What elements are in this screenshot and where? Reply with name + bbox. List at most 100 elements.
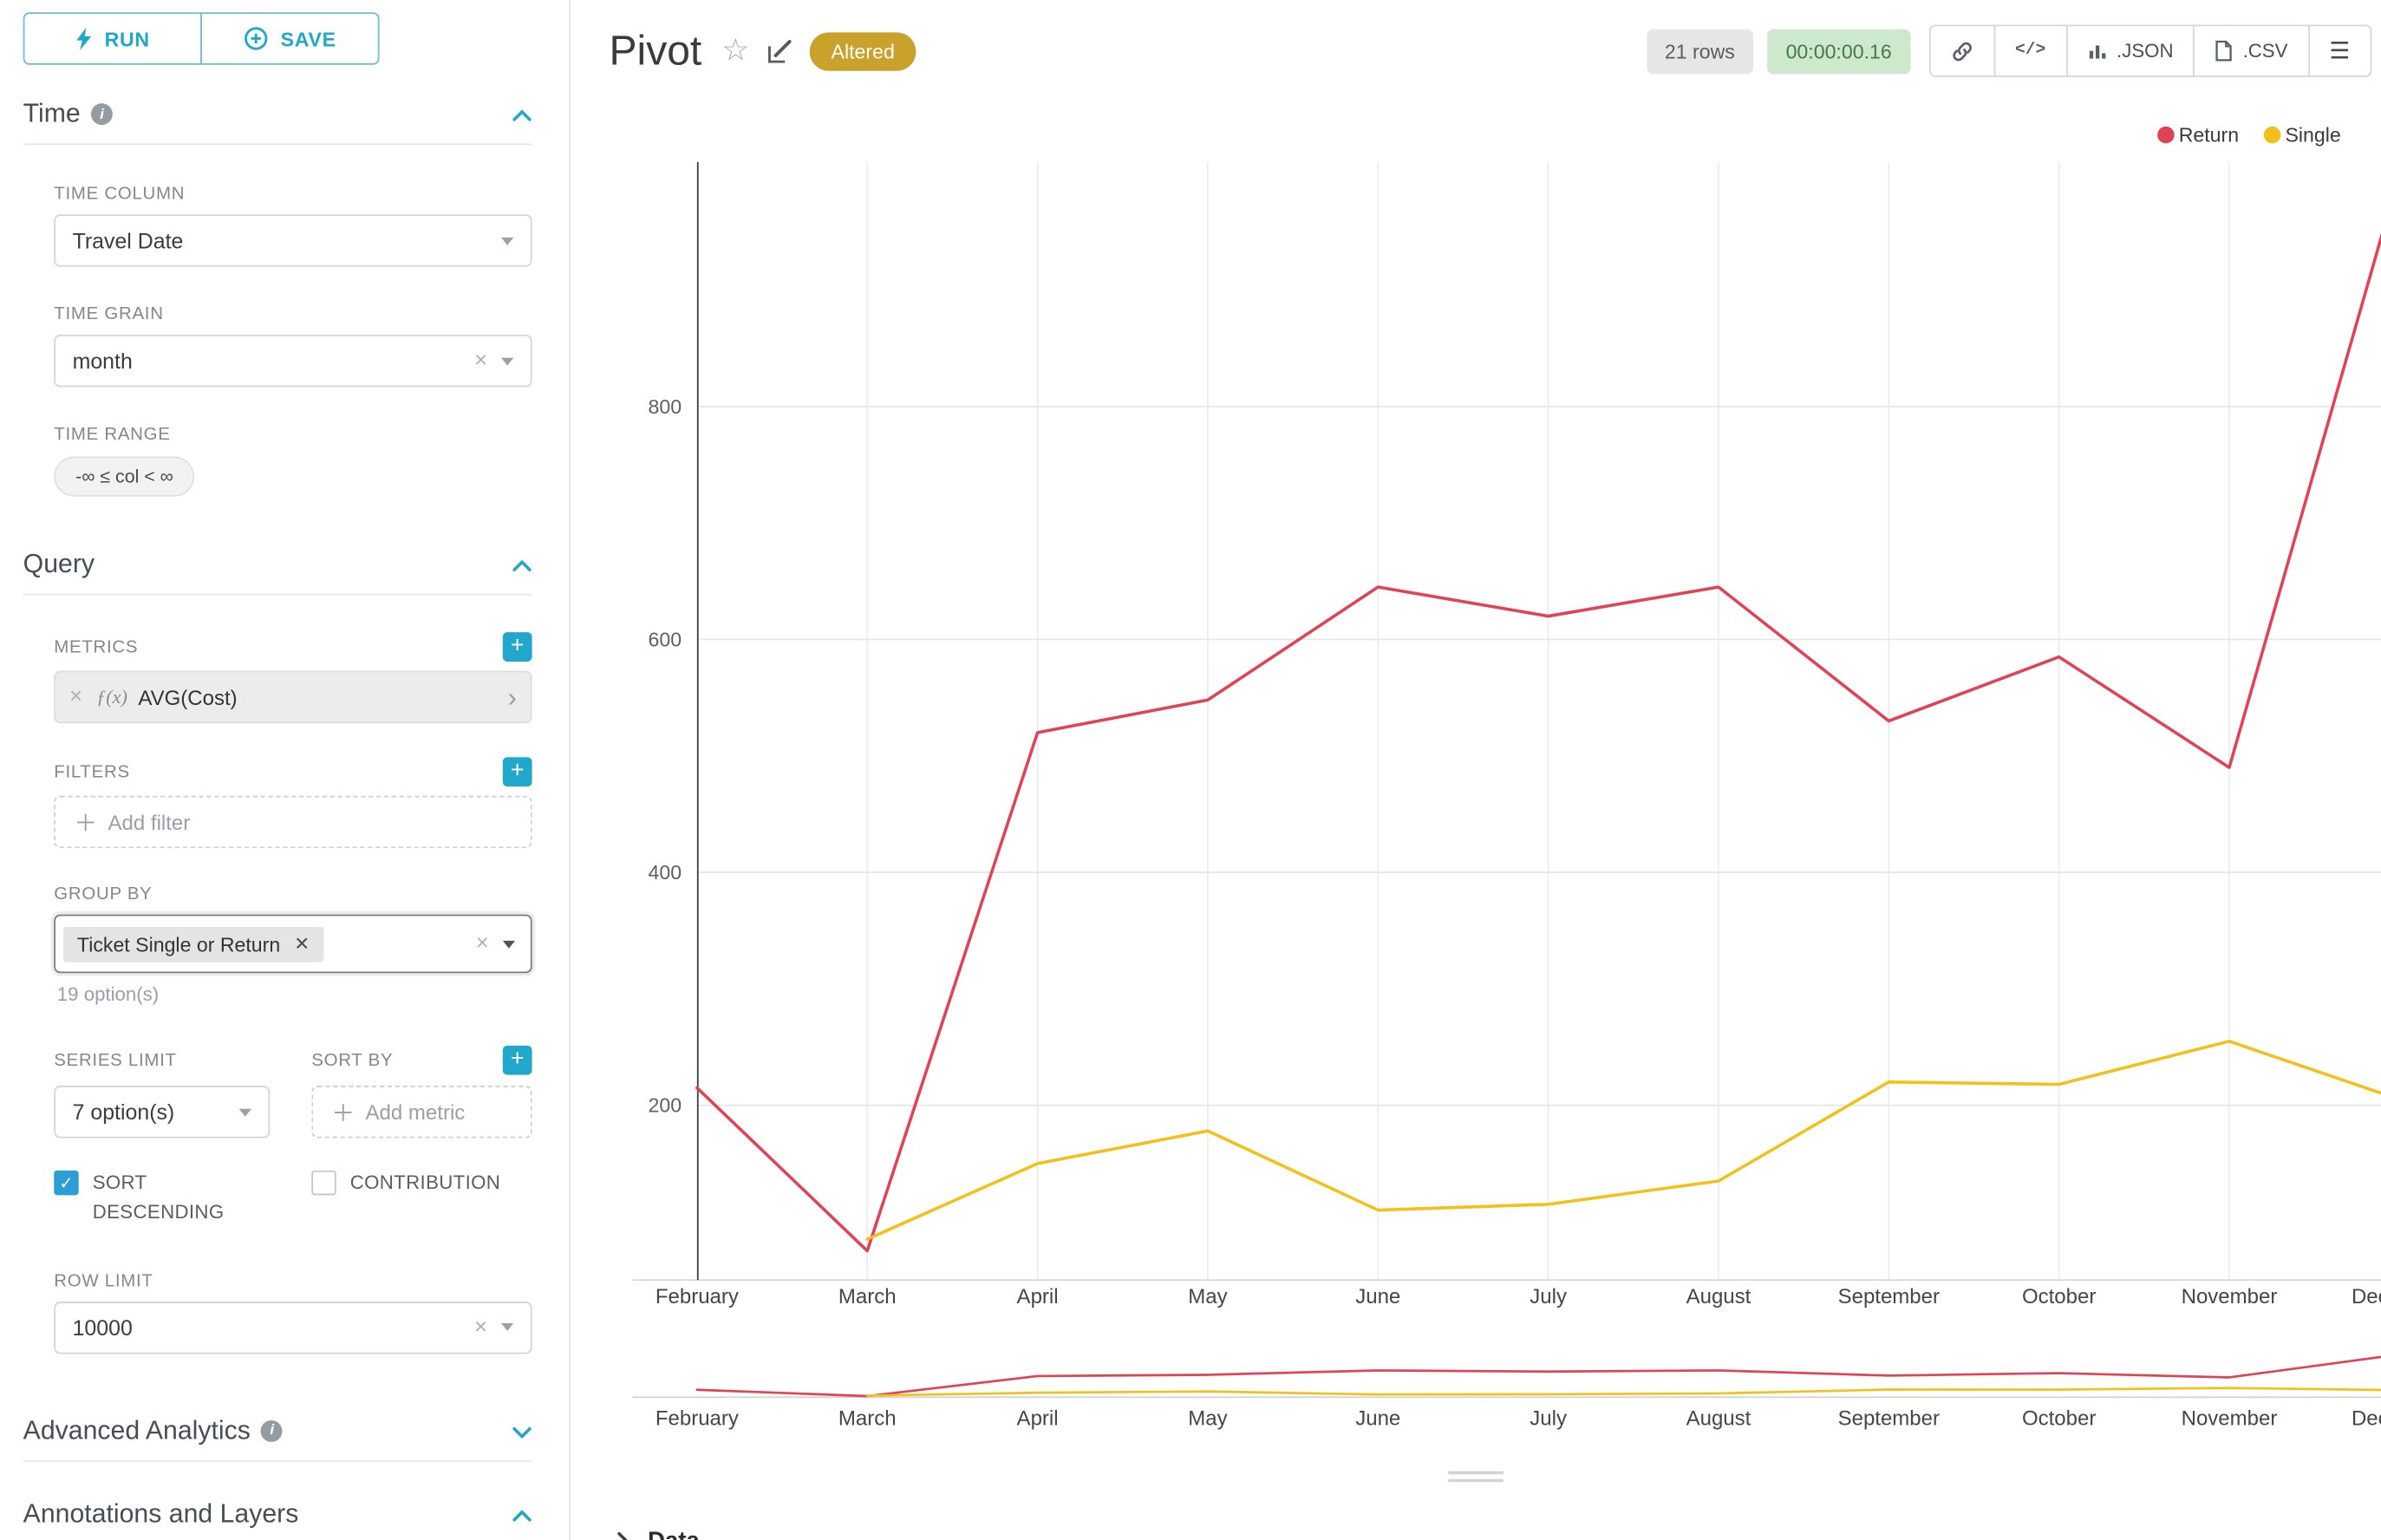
- chevron-up-icon[interactable]: [512, 99, 532, 130]
- query-controls: METRICS + × ƒ(x) AVG(Cost) › FILTERS + ＋…: [23, 632, 532, 1354]
- row-limit-select[interactable]: 10000 ×: [54, 1301, 532, 1354]
- caret-down-icon: [502, 939, 516, 948]
- export-button-group: </> .JSON .CSV ☰: [1928, 24, 2372, 77]
- chevron-right-icon: [617, 1531, 628, 1540]
- legend-item-single[interactable]: Single: [2245, 123, 2341, 147]
- clear-icon[interactable]: ×: [475, 931, 489, 956]
- time-column-label: TIME COLUMN: [54, 185, 186, 204]
- clear-icon[interactable]: ×: [473, 348, 488, 374]
- chart-menu-button[interactable]: ☰: [2307, 24, 2372, 77]
- row-limit-label: ROW LIMIT: [54, 1271, 153, 1291]
- chevron-up-icon[interactable]: [512, 549, 532, 580]
- contribution-label: CONTRIBUTION: [349, 1171, 501, 1194]
- svg-text:October: October: [2022, 1285, 2096, 1308]
- chevron-up-icon[interactable]: [512, 1498, 532, 1530]
- legend-dot: [2156, 126, 2175, 144]
- sort-descending-label: SORT DESCENDING: [92, 1171, 225, 1224]
- time-range-pill[interactable]: -∞ ≤ col < ∞: [54, 456, 195, 497]
- time-grain-select[interactable]: month ×: [54, 334, 532, 388]
- svg-text:November: November: [2182, 1285, 2278, 1308]
- svg-text:April: April: [1017, 1285, 1059, 1308]
- json-label: .JSON: [2117, 40, 2174, 62]
- sort-descending-control: ✓ SORT DESCENDING: [54, 1169, 270, 1229]
- view-query-button[interactable]: </>: [1993, 24, 2068, 77]
- legend-label: Return: [2178, 123, 2240, 147]
- add-metric-button[interactable]: +: [502, 632, 532, 662]
- save-label: SAVE: [280, 27, 336, 50]
- section-query-header: Query: [23, 549, 532, 580]
- sort-descending-checkbox[interactable]: ✓: [54, 1170, 79, 1196]
- section-time-title: Time: [23, 98, 81, 128]
- divider: [23, 593, 532, 596]
- export-csv-button[interactable]: .CSV: [2193, 24, 2310, 77]
- remove-chip-icon[interactable]: ✕: [294, 932, 310, 955]
- group-by-label: GROUP BY: [54, 884, 153, 904]
- add-sort-metric-box[interactable]: ＋ Add metric: [311, 1086, 532, 1139]
- chart-preview-brush[interactable]: February March April May June July August Septe…: [632, 1351, 2381, 1440]
- svg-text:September: September: [1838, 1285, 1940, 1308]
- run-label: RUN: [104, 27, 150, 50]
- code-icon: </>: [2015, 42, 2046, 61]
- svg-text:600: 600: [649, 628, 682, 650]
- series-limit-select[interactable]: 7 option(s): [54, 1086, 271, 1139]
- metrics-label: METRICS: [54, 637, 139, 656]
- add-filter-box[interactable]: ＋ Add filter: [54, 795, 532, 849]
- remove-metric-icon[interactable]: ×: [69, 684, 83, 710]
- divider: [23, 143, 532, 146]
- row-count-badge: 21 rows: [1646, 28, 1754, 74]
- chevron-down-icon[interactable]: [512, 1415, 532, 1446]
- svg-text:March: March: [838, 1285, 897, 1308]
- panel-resize-handle[interactable]: [571, 1471, 2381, 1483]
- plus-icon: ＋: [331, 1100, 356, 1127]
- time-column-value: Travel Date: [72, 228, 184, 253]
- group-by-chip-label: Ticket Single or Return: [76, 932, 281, 956]
- svg-text:July: July: [1530, 1406, 1567, 1430]
- metric-chip[interactable]: × ƒ(x) AVG(Cost) ›: [54, 670, 532, 724]
- run-button[interactable]: RUN: [23, 12, 202, 65]
- svg-text:July: July: [1530, 1285, 1567, 1308]
- chevron-right-icon[interactable]: ›: [507, 682, 517, 712]
- save-button[interactable]: SAVE: [200, 12, 380, 65]
- chart-header: Pivot ☆ Altered 21 rows 00:00:00.16 </>: [571, 0, 2381, 77]
- limit-sort-controls: 7 option(s) ＋ Add metric: [54, 1075, 532, 1139]
- time-grain-label: TIME GRAIN: [54, 305, 164, 324]
- filters-label-row: FILTERS +: [54, 757, 532, 787]
- altered-badge[interactable]: Altered: [809, 31, 917, 70]
- group-by-select[interactable]: Ticket Single or Return ✕ ×: [54, 914, 532, 974]
- svg-text:200: 200: [649, 1094, 682, 1117]
- svg-text:March: March: [838, 1406, 897, 1430]
- metric-value: AVG(Cost): [138, 685, 238, 709]
- time-column-select[interactable]: Travel Date: [54, 214, 532, 267]
- page-title: Pivot: [609, 27, 702, 74]
- svg-text:December: December: [2352, 1285, 2381, 1308]
- favorite-star-icon[interactable]: ☆: [721, 34, 750, 69]
- legend-dot: [2263, 126, 2281, 144]
- time-range-label: TIME RANGE: [54, 425, 171, 445]
- contribution-checkbox[interactable]: [311, 1170, 336, 1196]
- legend-item-return[interactable]: Return: [2138, 123, 2239, 147]
- line-chart[interactable]: 200 400 600 800 February March April May June Jul…: [632, 161, 2381, 1334]
- header-actions: 21 rows 00:00:00.16 </> .JSON .: [1646, 24, 2372, 77]
- svg-text:June: June: [1355, 1406, 1400, 1430]
- data-panel-header[interactable]: Data: [571, 1511, 2381, 1540]
- svg-text:October: October: [2022, 1406, 2096, 1430]
- clear-icon[interactable]: ×: [473, 1315, 488, 1341]
- filters-label: FILTERS: [54, 762, 130, 781]
- section-time-header: Time i: [23, 99, 532, 130]
- share-link-button[interactable]: [1928, 24, 1995, 77]
- time-grain-value: month: [72, 348, 133, 374]
- add-filter-button[interactable]: +: [502, 757, 532, 787]
- fx-icon: ƒ(x): [96, 685, 127, 708]
- csv-label: .CSV: [2242, 40, 2288, 62]
- add-sort-metric-button[interactable]: +: [502, 1045, 532, 1075]
- svg-text:November: November: [2182, 1406, 2278, 1430]
- edit-icon[interactable]: [766, 38, 793, 64]
- export-json-button[interactable]: .JSON: [2065, 24, 2195, 77]
- chart-panel: Pivot ☆ Altered 21 rows 00:00:00.16 </>: [571, 0, 2381, 1540]
- query-timer-badge: 00:00:00.16: [1767, 28, 1911, 74]
- time-controls: TIME COLUMN Travel Date TIME GRAIN month…: [23, 185, 532, 497]
- caret-down-icon: [238, 1107, 251, 1116]
- group-by-chip[interactable]: Ticket Single or Return ✕: [62, 925, 324, 962]
- svg-text:August: August: [1686, 1406, 1752, 1430]
